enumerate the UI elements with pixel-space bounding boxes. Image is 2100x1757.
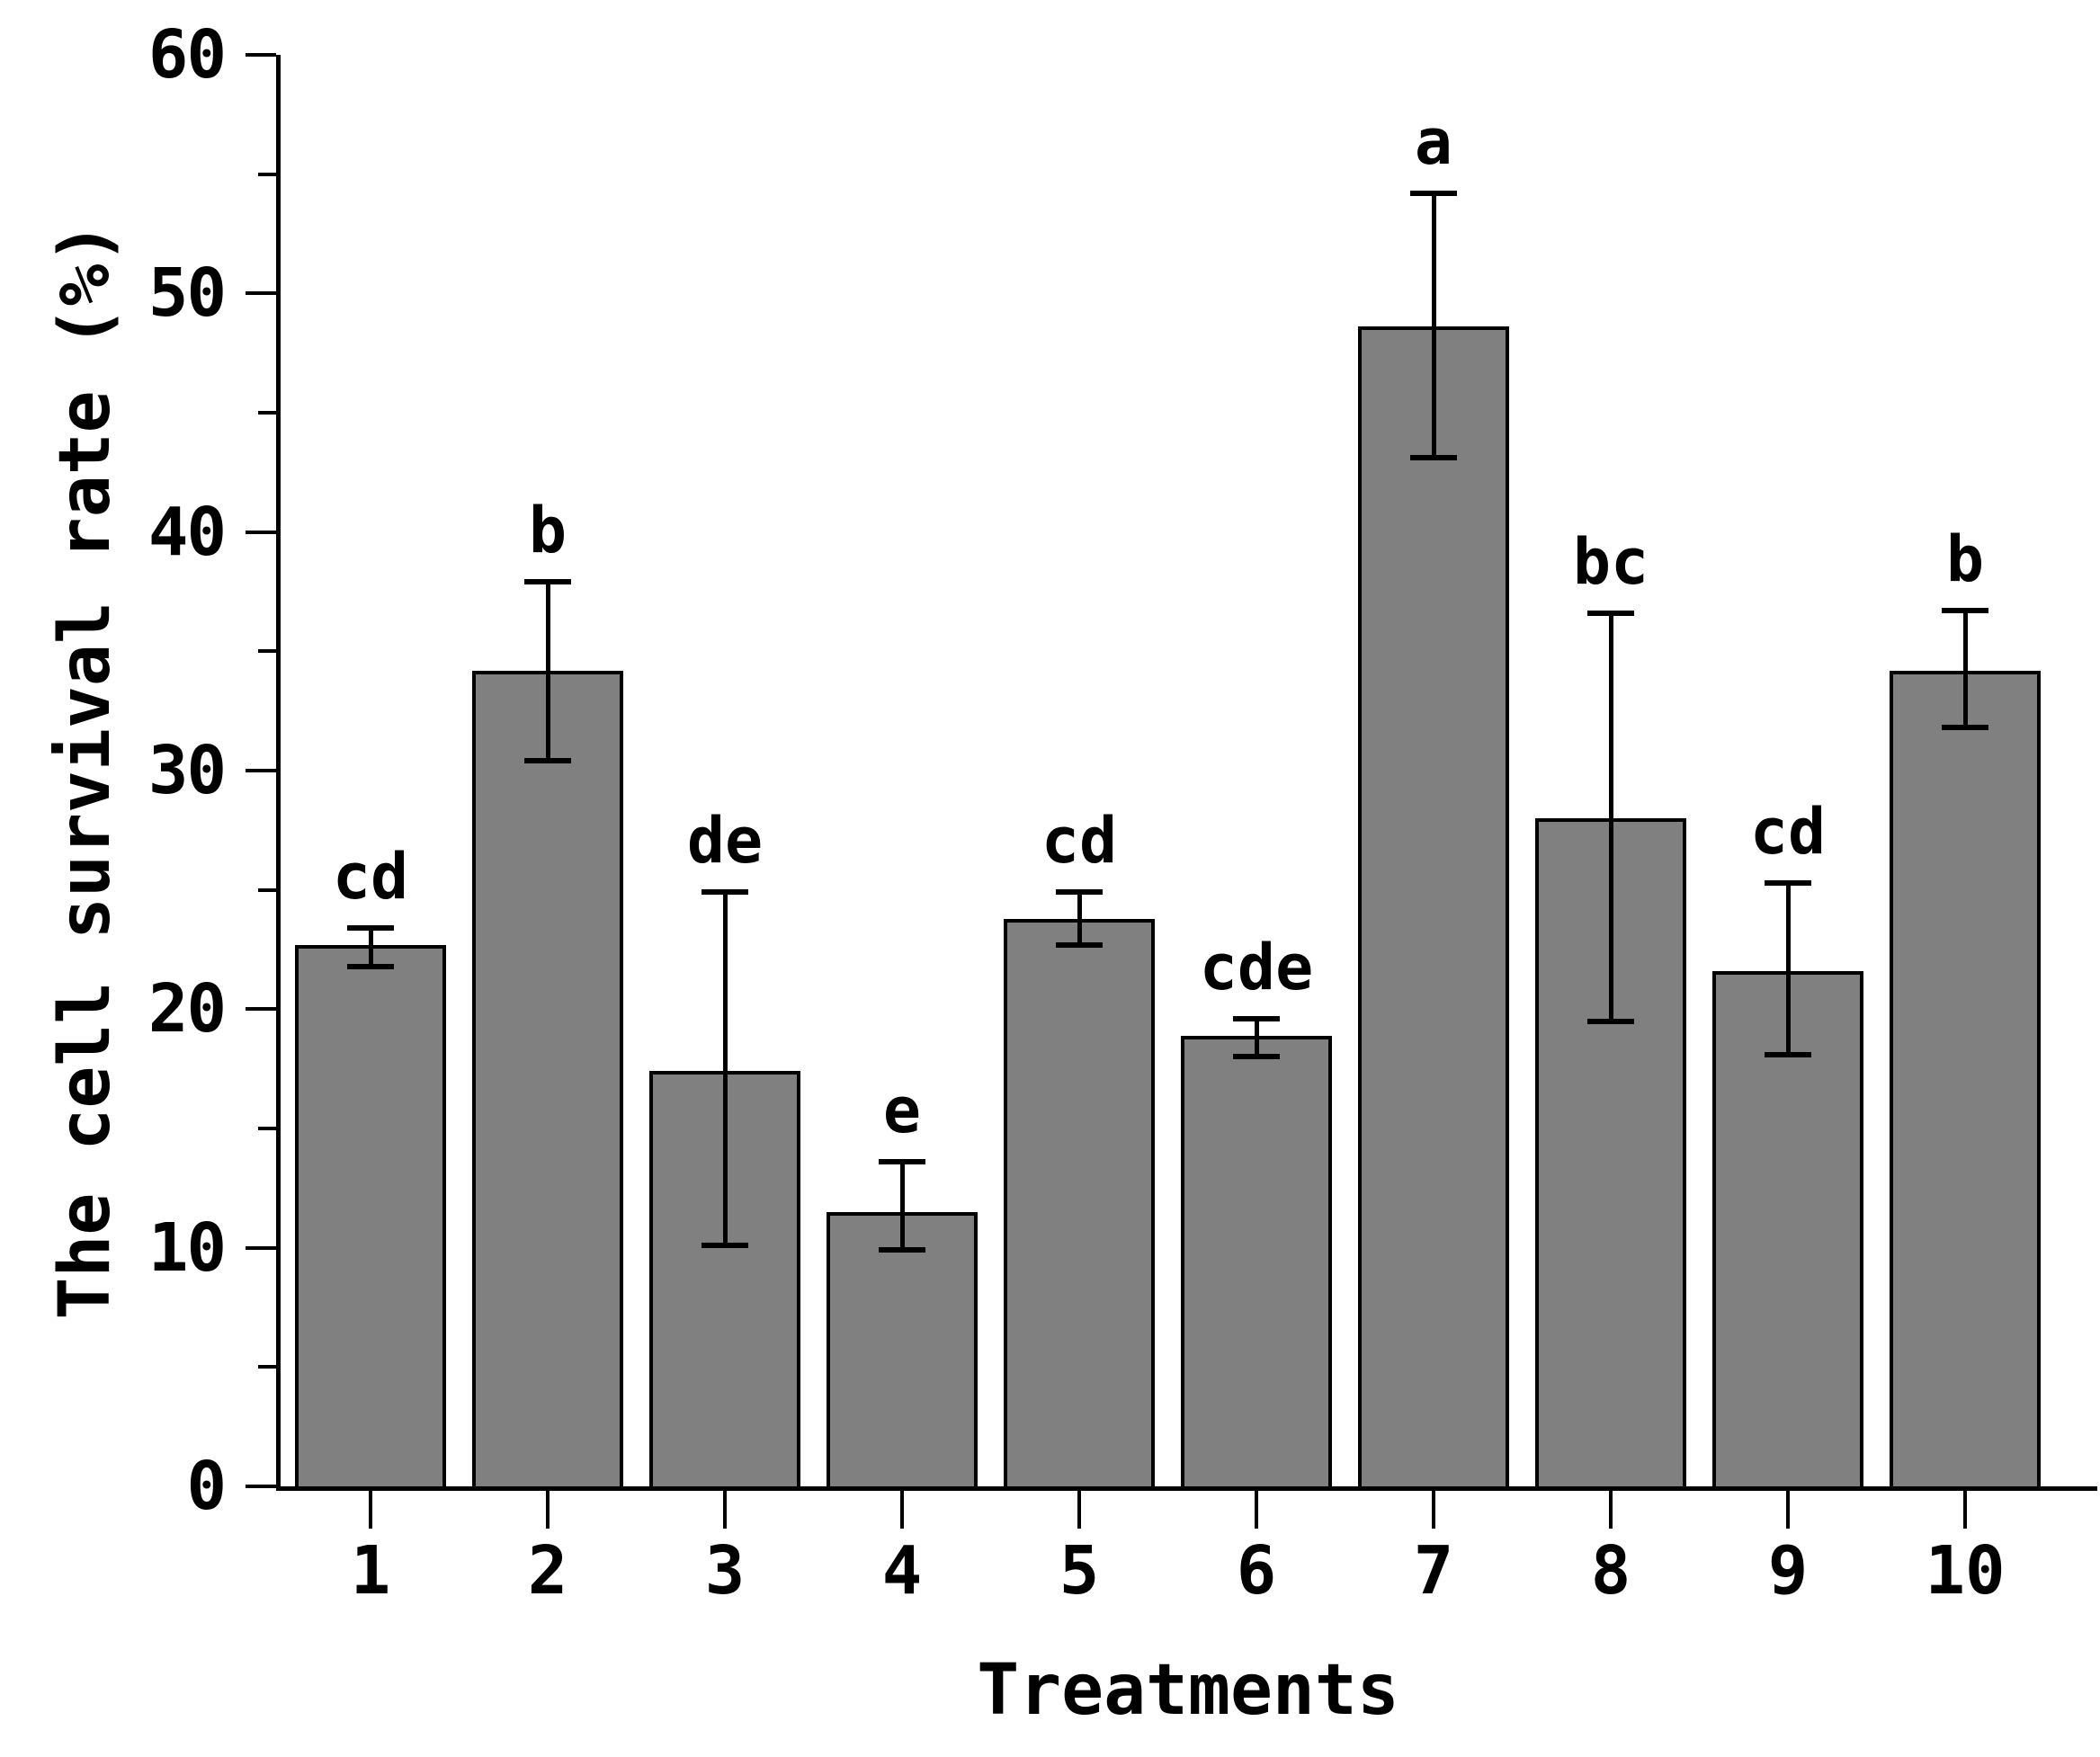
y-tick-label: 50 (147, 254, 227, 333)
error-bar-cap-bottom (1233, 1054, 1280, 1060)
error-bar-cap-top (347, 925, 394, 932)
y-minor-tick (258, 1365, 276, 1369)
error-bar-cap-bottom (1942, 725, 1988, 731)
bar (295, 944, 446, 1490)
bar (827, 1211, 978, 1490)
x-major-tick (1609, 1491, 1613, 1529)
x-major-tick (900, 1491, 904, 1529)
error-bar-line (1077, 892, 1082, 945)
significance-label: cd (1041, 804, 1118, 878)
error-bar-cap-bottom (1410, 455, 1457, 461)
y-major-tick (246, 769, 276, 772)
y-minor-tick (258, 649, 276, 654)
x-tick-label: 8 (1590, 1532, 1631, 1610)
x-tick-label: 9 (1767, 1532, 1809, 1610)
y-minor-tick (258, 887, 276, 892)
x-tick-label: 5 (1059, 1532, 1100, 1610)
y-minor-tick (258, 1127, 276, 1130)
x-major-tick (1786, 1491, 1790, 1529)
error-bar-cap-bottom (1765, 1051, 1811, 1057)
error-bar-cap-top (1942, 608, 1988, 614)
y-tick-label: 10 (147, 1208, 227, 1287)
significance-label: b (528, 494, 567, 568)
error-bar-line (1962, 611, 1968, 728)
error-bar-cap-top (879, 1159, 925, 1165)
error-bar-cap-top (1765, 879, 1811, 886)
error-bar-cap-top (1587, 610, 1634, 616)
x-tick-label: 2 (527, 1532, 568, 1610)
error-bar-line (1608, 612, 1613, 1021)
x-tick-label: 1 (350, 1532, 391, 1610)
y-major-tick (246, 291, 276, 296)
bar (472, 670, 623, 1490)
y-axis-spine (276, 55, 281, 1491)
y-tick-label: 0 (186, 1448, 227, 1525)
error-bar-line (899, 1162, 905, 1251)
error-bar-line (1431, 192, 1436, 459)
x-major-tick (546, 1491, 550, 1529)
error-bar-cap-top (1410, 190, 1457, 196)
x-tick-label: 6 (1236, 1532, 1277, 1610)
x-tick-label: 3 (704, 1532, 746, 1610)
error-bar-cap-bottom (524, 758, 571, 764)
y-tick-label: 40 (147, 493, 227, 571)
error-bar-line (368, 928, 373, 967)
x-tick-label: 10 (1925, 1532, 2006, 1610)
error-bar-line (722, 892, 728, 1245)
y-minor-tick (258, 411, 276, 415)
x-major-tick (369, 1491, 372, 1529)
y-major-tick (246, 530, 276, 534)
error-bar-cap-bottom (701, 1243, 748, 1248)
error-bar-cap-top (524, 579, 571, 585)
y-tick-label: 30 (147, 732, 227, 809)
bar (1890, 670, 2041, 1490)
bar (1004, 918, 1155, 1490)
significance-label: e (882, 1074, 922, 1148)
significance-label: b (1945, 522, 1985, 597)
x-major-tick (1963, 1491, 1967, 1529)
y-tick-label: 20 (147, 970, 227, 1048)
significance-label: cd (332, 840, 409, 914)
error-bar-cap-top (1056, 889, 1103, 896)
x-tick-label: 7 (1413, 1532, 1454, 1610)
significance-label: cde (1199, 930, 1314, 1004)
x-major-tick (723, 1491, 727, 1529)
error-bar-line (1785, 882, 1791, 1055)
y-major-tick (246, 1007, 276, 1012)
error-bar-cap-bottom (879, 1247, 925, 1253)
error-bar-cap-bottom (1056, 941, 1103, 948)
significance-label: de (686, 804, 764, 878)
error-bar-cap-bottom (347, 963, 394, 969)
error-bar-cap-top (701, 889, 748, 896)
y-major-tick (246, 53, 276, 57)
bar (1181, 1035, 1332, 1490)
x-tick-label: 4 (881, 1532, 923, 1610)
x-axis-title: Treatments (977, 1650, 1399, 1731)
error-bar-line (545, 582, 550, 762)
y-major-tick (246, 1245, 276, 1250)
significance-label: bc (1572, 524, 1649, 599)
x-major-tick (1077, 1491, 1081, 1529)
x-major-tick (1255, 1491, 1258, 1529)
significance-label: a (1414, 104, 1453, 179)
error-bar-cap-top (1233, 1015, 1280, 1021)
x-major-tick (1432, 1491, 1435, 1529)
y-minor-tick (258, 172, 276, 176)
y-tick-label: 60 (147, 16, 227, 94)
bar (1358, 326, 1509, 1490)
y-major-tick (246, 1485, 276, 1488)
error-bar-cap-bottom (1587, 1018, 1634, 1024)
significance-label: cd (1749, 794, 1827, 869)
error-bar-line (1254, 1018, 1259, 1057)
